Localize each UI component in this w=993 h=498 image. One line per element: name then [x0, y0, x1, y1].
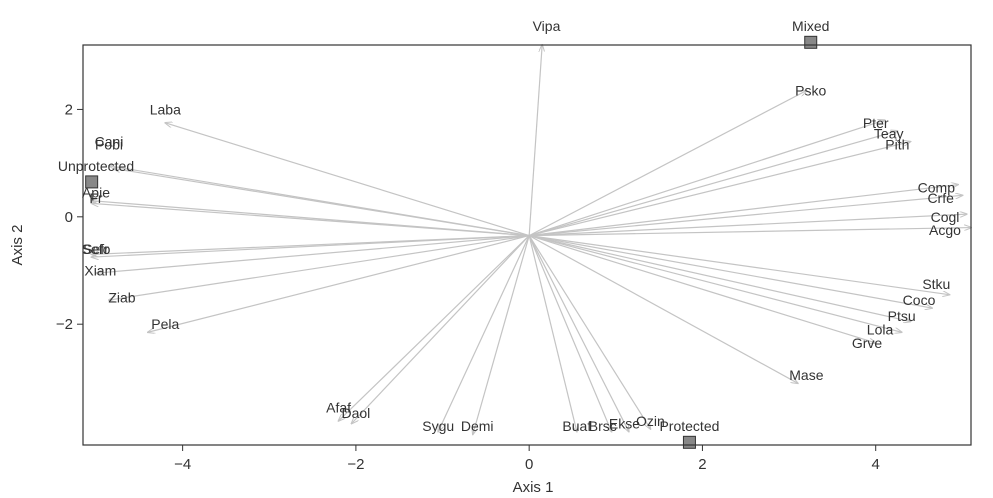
vector-arrow-acgo: [529, 228, 971, 237]
vector-arrow-ozin: [528, 235, 650, 429]
vector-label-comp: Comp: [918, 179, 956, 195]
vector-arrow-buaf: [528, 235, 577, 432]
x-tick-label: −2: [347, 456, 364, 473]
vector-arrow-xiam: [96, 235, 530, 274]
vector-label-sefr: Sefr: [83, 241, 109, 257]
x-tick-label: −4: [174, 456, 191, 473]
vector-label-pela: Pela: [151, 316, 179, 332]
vector-arrow-cogl: [529, 214, 967, 237]
vector-label-mase: Mase: [789, 367, 823, 383]
vector-label-pter: Pter: [863, 115, 889, 131]
plot-frame: [82, 44, 972, 446]
vector-arrow-brsc: [528, 235, 611, 432]
vector-arrow-laba: [165, 123, 530, 237]
vector-label-cani: Cani: [95, 134, 124, 150]
vector-label-sefo: Sefo: [82, 241, 111, 257]
group-label-unprotected: Unprotected: [58, 158, 134, 174]
vector-label-psko: Psko: [795, 83, 826, 99]
vector-label-coco: Coco: [903, 292, 936, 308]
vector-arrow-teay: [529, 131, 897, 237]
vector-arrow-vipa: [528, 45, 542, 236]
vector-arrow-pobi: [113, 168, 530, 237]
vector-label-acgo: Acgo: [929, 222, 961, 238]
y-tick-label: 0: [65, 209, 73, 226]
vector-label-ptsu: Ptsu: [888, 308, 916, 324]
vector-arrow-afaf: [339, 235, 530, 421]
vector-arrow-sefr: [92, 235, 530, 255]
x-tick-label: 4: [872, 456, 880, 473]
group-markers: Unprotected Mixed Protected: [58, 18, 829, 449]
vector-label-demi: Demi: [461, 418, 494, 434]
vector-arrow-mase: [528, 235, 798, 384]
vector-label-sygu: Sygu: [422, 418, 454, 434]
vector-label-xiam: Xiam: [84, 263, 116, 279]
vector-label-pith: Pith: [885, 136, 909, 152]
y-tick-label: −2: [56, 316, 73, 333]
y-tick-label: 2: [65, 101, 73, 118]
vector-label-vipa: Vipa: [533, 18, 561, 34]
vector-label-pobi: Pobi: [95, 136, 123, 152]
x-tick-label: 0: [525, 456, 533, 473]
vector-arrow-pter: [528, 120, 884, 237]
vector-arrow-psko: [528, 91, 806, 237]
vector-label-brsc: Brsc: [589, 418, 617, 434]
vector-arrow-pith: [529, 142, 910, 237]
vector-arrow-stku: [529, 235, 949, 295]
vector-arrow-crfe: [529, 195, 962, 237]
vector-arrow-daol: [352, 235, 530, 424]
vector-arrows: [92, 45, 971, 434]
vector-arrow-ptsu: [529, 235, 910, 322]
axes: −4 −2 0 2 4 −2 0 2: [56, 101, 880, 473]
y-axis-title: Axis 2: [9, 225, 26, 266]
group-marker-protected: [682, 435, 696, 449]
vector-label-ziab: Ziab: [108, 289, 135, 305]
vector-label-ozin: Ozin: [636, 413, 665, 429]
vector-arrow-ekse: [528, 235, 629, 432]
x-axis-title: Axis 1: [513, 479, 554, 496]
vector-label-lola: Lola: [867, 322, 894, 338]
vector-arrow-demi: [473, 235, 530, 435]
vector-label-apie: Apie: [82, 185, 110, 201]
vector-label-daol: Daol: [341, 405, 370, 421]
x-tick-label: 2: [698, 456, 706, 473]
vector-arrow-coco: [529, 235, 932, 308]
vector-arrow-comp: [529, 185, 958, 237]
vector-arrow-lola: [529, 235, 902, 333]
vector-arrow-ziab: [109, 235, 530, 300]
group-marker-mixed: [804, 35, 818, 49]
group-marker-unprotected: [85, 175, 99, 189]
vector-label-crfe: Crfe: [927, 190, 954, 206]
vector-label-afaf: Afaf: [326, 399, 351, 415]
vector-label-teay: Teay: [874, 126, 904, 142]
vector-arrow-grve: [528, 235, 876, 343]
group-label-protected: Protected: [659, 418, 719, 434]
vector-label-ekse: Ekse: [609, 416, 640, 432]
vector-label-fr: Fr: [89, 190, 103, 206]
group-label-mixed: Mixed: [792, 18, 829, 34]
vector-label-laba: Laba: [150, 101, 181, 117]
vector-arrow-pela: [148, 235, 530, 333]
vector-label-grve: Grve: [852, 335, 883, 351]
vector-label-cogl: Cogl: [931, 209, 960, 225]
vector-arrow-fr: [92, 201, 530, 237]
vector-arrow-sygu: [438, 235, 530, 432]
vector-label-buaf: Buaf: [562, 418, 591, 434]
vector-label-stku: Stku: [922, 276, 950, 292]
